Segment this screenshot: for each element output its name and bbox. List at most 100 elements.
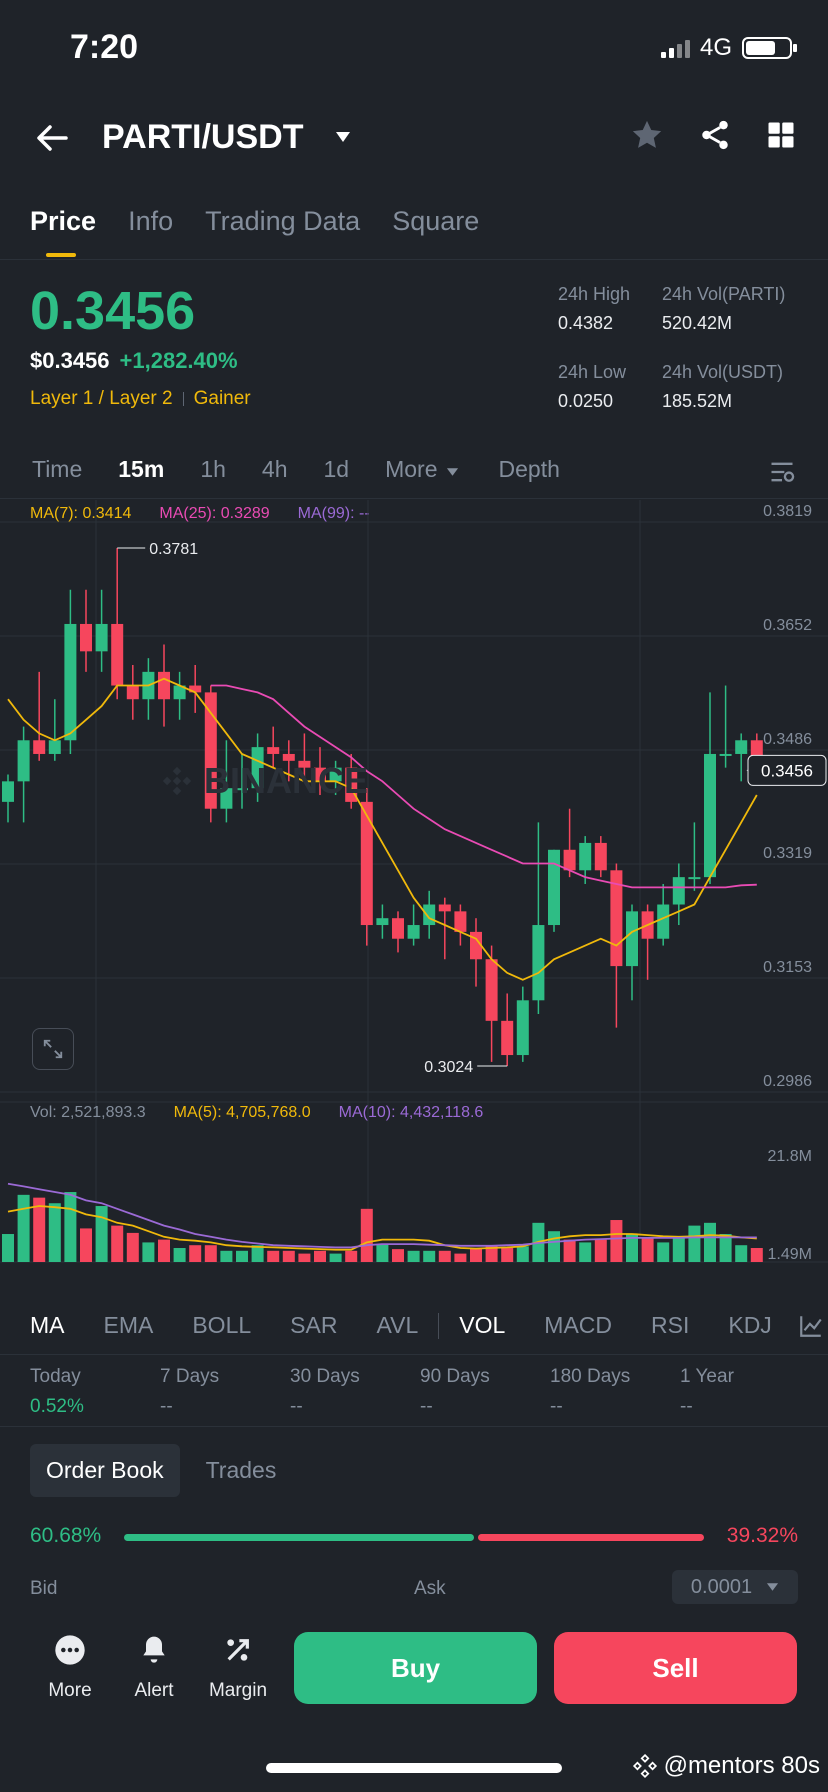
ind-ema[interactable]: EMA <box>103 1312 154 1338</box>
tab-order-book[interactable]: Order Book <box>30 1444 180 1497</box>
volume-bar <box>657 1242 670 1262</box>
ind-rsi[interactable]: RSI <box>651 1312 690 1338</box>
high-value: 0.4382 <box>558 313 614 333</box>
fullscreen-button[interactable] <box>32 1028 74 1070</box>
margin-button[interactable]: Margin <box>204 1634 272 1702</box>
vol-quote-label: 24h Vol(USDT) <box>662 362 784 382</box>
vol-ma10-line <box>7 1182 757 1249</box>
vol-base-value: 520.42M <box>662 313 733 333</box>
current-price-label: 0.3456 <box>761 761 813 780</box>
pair-title[interactable]: PARTI/USDT <box>102 118 304 156</box>
candlestick-chart[interactable]: 0.3819 0.3652 0.3486 0.3319 0.3153 0.2986 0.37… <box>0 500 828 1270</box>
back-arrow-icon[interactable] <box>32 118 72 158</box>
grid-icon[interactable] <box>766 120 796 150</box>
period-1: 7 Days -- <box>160 1366 219 1418</box>
tag-layer[interactable]: Layer 1 / Layer 2 <box>30 388 173 409</box>
last-price: 0.3456 <box>30 281 196 341</box>
price-sub: $0.3456 +1,282.40% <box>30 348 238 374</box>
caret-down-icon[interactable] <box>334 130 352 144</box>
share-icon[interactable] <box>698 118 732 152</box>
alert-label: Alert <box>134 1680 174 1701</box>
candle-body <box>204 692 217 809</box>
ind-boll[interactable]: BOLL <box>192 1312 252 1338</box>
home-indicator[interactable] <box>266 1763 562 1773</box>
volume-bar <box>220 1250 233 1262</box>
battery-icon <box>742 37 797 59</box>
indicator-settings-icon[interactable] <box>798 1313 824 1339</box>
candle-body <box>454 911 467 932</box>
interval-15m[interactable]: 15m <box>118 456 165 482</box>
interval-more[interactable]: More <box>385 456 458 483</box>
volume-bar <box>298 1253 311 1262</box>
volume-bar <box>80 1228 92 1262</box>
volume-bar <box>626 1234 638 1262</box>
tab-price[interactable]: Price <box>30 206 97 257</box>
star-icon[interactable] <box>630 118 664 152</box>
buy-button[interactable]: Buy <box>294 1632 537 1704</box>
volume-bar <box>48 1203 61 1262</box>
volume-bar <box>158 1239 170 1262</box>
tab-info[interactable]: Info <box>128 206 174 236</box>
ind-ma[interactable]: MA <box>30 1312 65 1338</box>
more-button[interactable]: More <box>40 1634 100 1702</box>
tab-trades[interactable]: Trades <box>205 1457 277 1483</box>
candle-body <box>470 931 482 960</box>
candle-body <box>48 740 61 754</box>
candle-body <box>532 925 545 1001</box>
volume-bar <box>719 1234 732 1262</box>
precision-select[interactable]: 0.0001 <box>672 1570 798 1604</box>
ind-macd[interactable]: MACD <box>544 1312 613 1338</box>
period-value: -- <box>550 1396 563 1417</box>
ind-avl[interactable]: AVL <box>376 1312 419 1338</box>
sell-button[interactable]: Sell <box>554 1632 797 1704</box>
candle-body <box>173 685 186 700</box>
price-axis-label: 0.2986 <box>763 1073 812 1090</box>
candle-body <box>626 911 638 967</box>
ma25-line <box>210 684 757 889</box>
candle-body <box>329 767 342 782</box>
volume-bar <box>2 1234 14 1262</box>
candle-body <box>657 904 670 939</box>
candle-body <box>735 740 748 754</box>
margin-percent-icon <box>227 1639 249 1661</box>
interval-time[interactable]: Time <box>32 456 83 482</box>
volume-bar <box>236 1250 248 1262</box>
volume-bar <box>111 1225 124 1262</box>
interval-depth[interactable]: Depth <box>498 456 560 482</box>
period-value: -- <box>420 1396 433 1417</box>
candle-body <box>704 753 716 878</box>
vol-axis-label: 21.8M <box>768 1148 812 1165</box>
period-value: -- <box>290 1396 303 1417</box>
candle-body <box>579 842 592 871</box>
bid-ratio: 60.68% <box>30 1524 102 1547</box>
price-axis-label: 0.3153 <box>763 959 812 976</box>
volume-bar <box>267 1250 280 1262</box>
ind-kdj[interactable]: KDJ <box>728 1312 772 1338</box>
price-axis-label: 0.3819 <box>763 503 812 520</box>
candle-body <box>548 849 560 926</box>
exchange-watermark: BINANCE <box>160 760 368 802</box>
vol-legend: Vol: 2,521,893.3 MA(5): 4,705,768.0 MA(1… <box>30 1104 483 1122</box>
interval-1h[interactable]: 1h <box>200 456 226 482</box>
tag-gainer[interactable]: Gainer <box>193 388 251 409</box>
more-dots-icon <box>55 1635 85 1665</box>
alert-button[interactable]: Alert <box>124 1634 184 1702</box>
caret-down-icon <box>767 1583 779 1591</box>
interval-4h[interactable]: 4h <box>261 456 288 482</box>
candle-body <box>251 747 264 789</box>
candle-body <box>282 753 295 761</box>
interval-1d[interactable]: 1d <box>323 456 350 482</box>
interval-bar: Time 15m 1h 4h 1d More Depth <box>32 456 596 483</box>
ind-sar[interactable]: SAR <box>290 1312 338 1338</box>
ind-vol[interactable]: VOL <box>459 1312 506 1338</box>
period-value: -- <box>160 1396 173 1417</box>
chart-settings-icon[interactable] <box>768 458 796 486</box>
candle-body <box>407 925 420 939</box>
candle-body <box>64 623 77 741</box>
tab-trading-data[interactable]: Trading Data <box>205 206 361 236</box>
volume-bar <box>126 1232 139 1262</box>
volume-bar <box>454 1253 467 1262</box>
tab-square[interactable]: Square <box>392 206 480 236</box>
volume-bar <box>438 1250 451 1262</box>
volume-bar <box>470 1248 482 1262</box>
